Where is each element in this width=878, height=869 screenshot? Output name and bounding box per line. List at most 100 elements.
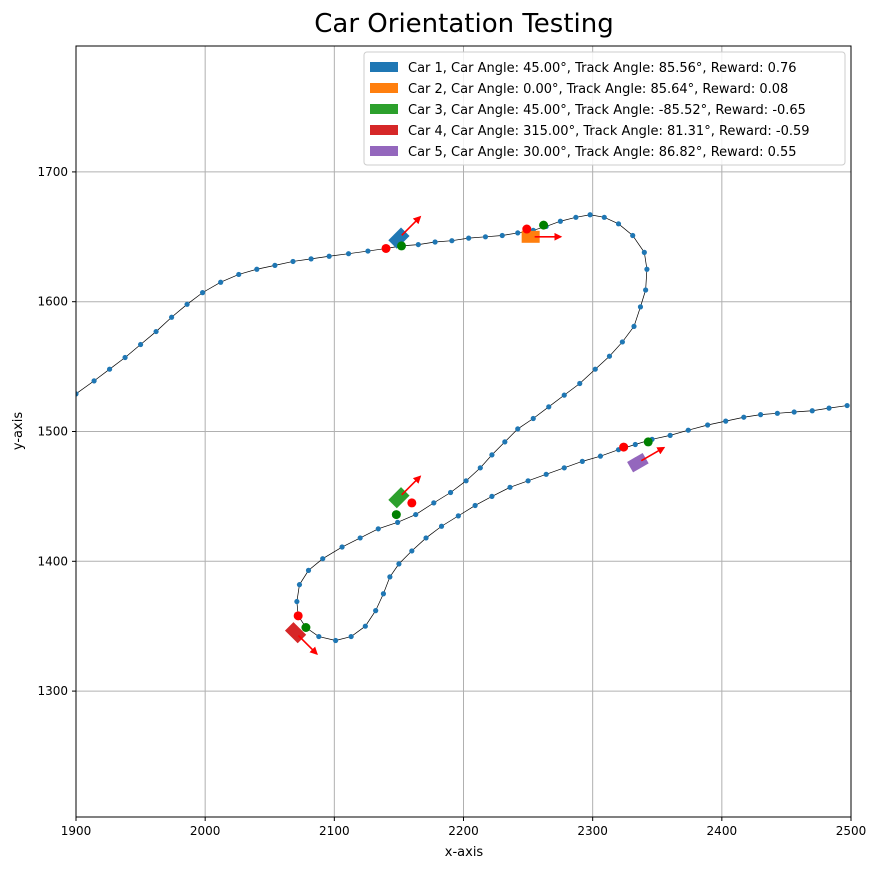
track-point (643, 287, 649, 293)
track-point (218, 279, 224, 285)
track-point (579, 458, 585, 464)
car-direction-arrow (401, 215, 422, 236)
plot-area (76, 212, 850, 656)
legend-box (363, 51, 846, 166)
track-point (826, 405, 832, 411)
track-point (502, 439, 508, 445)
track-point (449, 238, 455, 244)
track-point (809, 408, 815, 414)
track-point (339, 544, 345, 550)
track-point (507, 484, 513, 490)
car-direction-arrow (401, 475, 422, 496)
track-point (791, 409, 797, 415)
track-point (543, 471, 549, 477)
track-point (380, 591, 387, 597)
track-point (606, 353, 613, 359)
track-point (546, 404, 552, 410)
track-point (632, 441, 638, 448)
track-point (348, 633, 354, 640)
track-point (667, 432, 673, 438)
car-red-point (407, 498, 417, 508)
legend-entry: Car 3, Car Angle: 45.00°, Track Angle: -… (408, 103, 806, 118)
car-green-point (397, 241, 406, 251)
track-point (308, 256, 314, 262)
track-point (345, 251, 352, 257)
car-body (521, 230, 540, 243)
track-point (432, 239, 438, 245)
chart-title: Car Orientation Testing (314, 9, 614, 39)
legend-swatch (370, 125, 398, 135)
car-4 (284, 611, 318, 656)
track-point (601, 214, 607, 220)
track-point (362, 623, 368, 629)
track-point (482, 234, 489, 240)
car-red-point (381, 243, 391, 253)
track-point (723, 418, 729, 424)
track-point (515, 426, 521, 432)
track-point (168, 314, 175, 320)
track-point (199, 290, 206, 296)
track-point (466, 235, 472, 241)
track-point (365, 248, 371, 254)
track-point (757, 412, 764, 418)
y-axis-ticks: 1300 1400 1500 1600 1700 (37, 165, 76, 698)
car-1 (381, 215, 422, 253)
track-point (644, 266, 650, 272)
car-direction-arrow (640, 446, 666, 462)
track-line (76, 214, 848, 641)
legend-swatch (370, 146, 398, 156)
track-point (587, 212, 593, 218)
track-point (122, 354, 128, 361)
legend-swatch (370, 62, 398, 72)
x-tick-label: 2500 (836, 824, 867, 838)
track-point (254, 266, 260, 272)
track-point (184, 301, 190, 307)
track-point (413, 511, 419, 518)
track-point (395, 519, 401, 525)
track-point (592, 366, 598, 372)
grid (75, 46, 852, 817)
legend-entry: Car 1, Car Angle: 45.00°, Track Angle: 8… (408, 61, 797, 76)
track-point (685, 427, 691, 433)
track-point (577, 380, 583, 387)
track-point (741, 414, 747, 420)
track-point (561, 465, 567, 471)
x-tick-label: 2400 (707, 824, 738, 838)
car-green-point (643, 437, 653, 447)
car-green-point (539, 220, 549, 230)
track-point (463, 478, 469, 484)
y-tick-label: 1400 (37, 554, 68, 568)
legend-entry: Car 5, Car Angle: 30.00°, Track Angle: 8… (408, 145, 797, 160)
track-point (630, 232, 636, 239)
x-tick-label: 1900 (61, 824, 92, 838)
track-point (305, 567, 312, 573)
track-point (597, 453, 604, 459)
track-point (438, 523, 445, 529)
car-direction-arrow (297, 634, 318, 656)
y-tick-label: 1500 (37, 425, 68, 439)
x-tick-label: 2000 (190, 824, 221, 838)
track-point (396, 561, 402, 567)
track-point (272, 262, 278, 268)
track-point (326, 253, 332, 259)
track-point (489, 452, 495, 458)
track-point (447, 489, 454, 496)
car-5 (619, 437, 666, 473)
track-point (619, 339, 625, 345)
x-axis-label: x-axis (445, 845, 484, 860)
track-point (320, 556, 326, 562)
x-tick-label: 2200 (448, 824, 479, 838)
track-point (236, 271, 242, 278)
track-point (641, 249, 647, 255)
track-point (774, 410, 780, 416)
car-red-point (522, 224, 532, 234)
track-point (615, 221, 622, 227)
y-tick-label: 1300 (37, 684, 68, 698)
track-point (631, 323, 637, 329)
track-point (431, 500, 437, 506)
track-point (290, 258, 296, 265)
car-3 (388, 475, 422, 520)
track-point (557, 218, 563, 224)
track-point (472, 502, 478, 509)
